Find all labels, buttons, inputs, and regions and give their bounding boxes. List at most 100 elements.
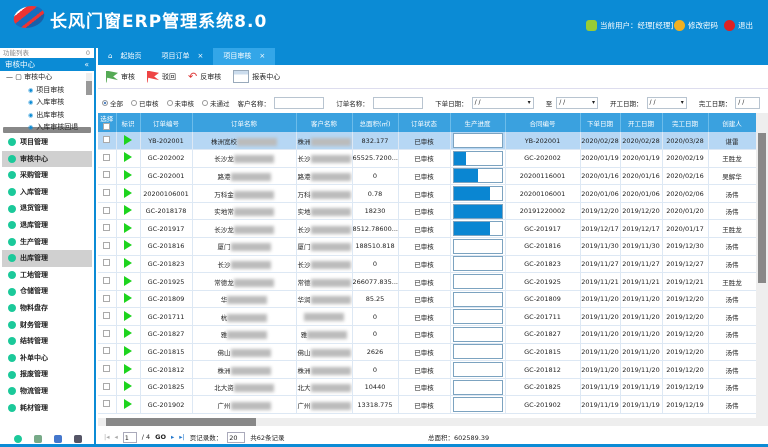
table-row[interactable]: GC-201925 常德龙 常德 266077.835... 已审核 GC-201925 2… [98, 272, 756, 291]
column-header[interactable]: 订单名称 [192, 113, 297, 132]
table-row[interactable]: GC-201812 株洲 株洲 0 已审核 GC-201812 2019/11/20 2019… [98, 360, 756, 379]
row-select[interactable] [98, 360, 117, 379]
next-page-icon[interactable]: ▸ [171, 433, 175, 441]
row-select[interactable] [98, 167, 117, 186]
tree-scrollbar[interactable] [86, 73, 92, 95]
close-icon[interactable]: × [197, 52, 204, 60]
first-page-icon[interactable]: |◂ [104, 433, 110, 441]
table-row[interactable]: GC-201825 北大资 北大 10440 已审核 GC-201825 2019/11/1… [98, 378, 756, 397]
tree-root[interactable]: — ▢ 审核中心 [6, 73, 53, 81]
row-select[interactable] [98, 395, 117, 414]
row-checkbox[interactable] [103, 171, 111, 179]
row-checkbox[interactable] [103, 206, 111, 214]
start-date-input[interactable]: / / ▾ [646, 97, 687, 109]
radio-unapproved[interactable]: 未审核 [166, 98, 194, 108]
sidebar-module[interactable]: 财务管理 [2, 317, 92, 334]
order-date-to[interactable]: / / ▾ [556, 97, 599, 109]
table-row[interactable]: GC-201711 杭 0 已审核 GC-201711 2019/11/20 2019/11… [98, 307, 756, 327]
column-header[interactable]: 总面积(㎡) [352, 113, 399, 132]
table-row[interactable]: GC-201902 广州 广州 13318.775 已审核 GC-201902 2019/1… [98, 395, 756, 414]
table-row[interactable]: GC-201816 厦门 厦门 188510.818 已审核 GC-201816 2019/… [98, 237, 756, 256]
sidebar-module[interactable]: 物流管理 [2, 383, 92, 400]
sidebar-module[interactable]: 生产管理 [2, 234, 92, 251]
close-icon[interactable]: × [259, 52, 266, 60]
column-header[interactable]: 客户名称 [296, 113, 353, 132]
prev-page-icon[interactable]: ◂ [114, 433, 118, 441]
radio-all[interactable]: 全部 [102, 98, 123, 108]
tab-project-audit[interactable]: 项目审核 × [213, 48, 276, 65]
row-checkbox[interactable] [103, 312, 111, 320]
sidebar-module[interactable]: 项目管理 [2, 134, 92, 151]
chart-icon[interactable] [54, 435, 62, 443]
column-header[interactable]: 订单编号 [140, 113, 193, 132]
horizontal-scrollbar[interactable] [98, 418, 768, 426]
tab-project-orders[interactable]: 项目订单 × [151, 48, 213, 65]
sidebar-module[interactable]: 退库管理 [2, 217, 92, 234]
sidebar-module[interactable]: 出库管理 [2, 250, 92, 267]
table-row[interactable]: GC-201827 雅雅 0 已审核 GC-201827 2019/11/20 2019/1… [98, 325, 756, 344]
sidebar-module[interactable]: 仓储管理 [2, 283, 92, 300]
reports-button[interactable]: 报表中心 [233, 70, 280, 83]
reject-button[interactable]: 驳回 [147, 70, 176, 83]
dropdown-icon[interactable]: ▾ [680, 99, 684, 106]
column-header[interactable]: 开工日期 [620, 113, 663, 132]
sidebar-module[interactable]: 补单中心 [2, 350, 92, 367]
finish-date-input[interactable]: / / [735, 97, 760, 109]
column-header[interactable]: 合同编号 [505, 113, 581, 132]
row-checkbox[interactable] [103, 382, 111, 390]
dropdown-icon[interactable]: ▾ [592, 99, 596, 106]
tree-item-project-audit[interactable]: 项目审核 [6, 84, 94, 97]
row-checkbox[interactable] [103, 347, 111, 355]
row-checkbox[interactable] [103, 329, 111, 337]
row-checkbox[interactable] [103, 400, 111, 408]
row-select[interactable] [98, 237, 117, 256]
person-icon[interactable] [74, 435, 82, 443]
logout-link[interactable]: 退出 [724, 20, 753, 31]
page-input[interactable]: 1 [122, 431, 137, 443]
page-size-input[interactable]: 20 [227, 431, 246, 443]
row-select[interactable] [98, 149, 117, 168]
sidebar-module[interactable]: 退货管理 [2, 200, 92, 217]
tree-item-inbound-rollback[interactable]: 入库审核回退 [6, 121, 94, 134]
row-select[interactable] [98, 325, 117, 344]
sidebar-module[interactable]: 入库管理 [2, 184, 92, 201]
radio-rejected[interactable]: 未通过 [202, 98, 230, 108]
row-select[interactable] [98, 184, 117, 203]
row-checkbox[interactable] [103, 277, 111, 285]
row-checkbox[interactable] [103, 259, 111, 267]
row-select[interactable] [98, 290, 117, 309]
table-row[interactable]: GC-201809 华华润 85.25 已审核 GC-201809 2019/11/20 2… [98, 290, 756, 309]
sidebar-module[interactable]: 工地管理 [2, 267, 92, 284]
sidebar-module[interactable]: 耗材管理 [2, 400, 92, 417]
tree-item-inbound-audit[interactable]: 入库审核 [6, 96, 94, 109]
table-row[interactable]: GC-201917 长沙龙 长沙 8512.78600... 已审核 GC-201917 2… [98, 219, 756, 239]
order-date-from[interactable]: / / ▾ [471, 97, 534, 109]
select-all-checkbox[interactable] [103, 123, 111, 130]
row-checkbox[interactable] [103, 189, 111, 197]
row-select[interactable] [98, 378, 117, 397]
collapse-icon[interactable]: « [84, 60, 89, 69]
table-row[interactable]: GC-201815 佛山 佛山 2626 已审核 GC-201815 2019/11/20 2… [98, 343, 756, 362]
customer-input[interactable] [274, 97, 325, 109]
table-row[interactable]: YB-202001 株洲宽校 株洲 832.177 已审核 YB-202001 2020/0… [98, 132, 756, 151]
table-row[interactable]: GC-202001 路港 路港 0 已审核 20200116001 2020/01/16 20… [98, 167, 756, 186]
table-row[interactable]: GC-201823 长沙 长沙 0 已审核 GC-201823 2019/11/27 2019… [98, 255, 756, 274]
row-select[interactable] [98, 219, 117, 239]
tab-home[interactable]: ⌂ 起始页 [98, 48, 151, 65]
cart-icon[interactable] [34, 435, 42, 443]
table-row[interactable]: GC-202002 长沙龙 长沙 65525.7200... 已审核 GC-202002 2… [98, 149, 756, 168]
row-checkbox[interactable] [103, 365, 111, 373]
last-page-icon[interactable]: ▸| [179, 433, 185, 441]
row-checkbox[interactable] [103, 294, 111, 302]
sidebar-module[interactable]: 审核中心 [2, 150, 92, 168]
column-header[interactable]: 生产进度 [450, 113, 506, 132]
row-checkbox[interactable] [103, 136, 111, 144]
module-icon[interactable] [14, 435, 22, 443]
sidebar-module[interactable]: 物料盘存 [2, 300, 92, 317]
row-select[interactable] [98, 255, 117, 274]
sidebar-module[interactable]: 结转管理 [2, 333, 92, 350]
change-password-link[interactable]: 修改密码 [674, 20, 718, 31]
unapprove-button[interactable]: ↶ 反审核 [188, 70, 221, 83]
row-select[interactable] [98, 272, 117, 291]
sidebar-module[interactable]: 报废管理 [2, 366, 92, 383]
